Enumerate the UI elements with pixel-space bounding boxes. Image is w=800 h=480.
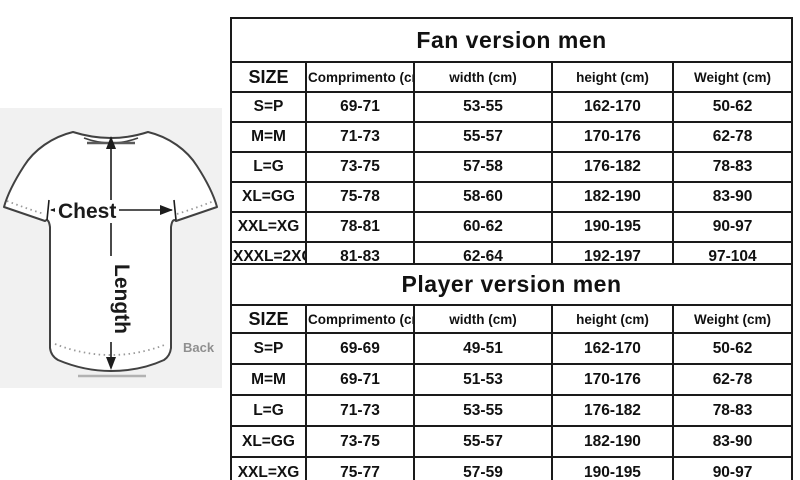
chest-arrowhead-right bbox=[160, 205, 173, 215]
value-cell: 49-51 bbox=[413, 332, 553, 365]
size-cell: XXL=XG bbox=[230, 456, 307, 480]
table-row: XL=GG 75-78 58-60 182-190 83-90 bbox=[230, 181, 794, 213]
value-cell: 83-90 bbox=[671, 181, 794, 213]
size-cell: S=P bbox=[230, 91, 307, 123]
value-cell: 78-81 bbox=[305, 211, 415, 243]
value-cell: 78-83 bbox=[671, 151, 794, 183]
table-title: Fan version men bbox=[229, 17, 794, 63]
value-cell: 73-75 bbox=[305, 151, 415, 183]
value-cell: 190-195 bbox=[551, 211, 674, 243]
chest-tick-right bbox=[173, 199, 177, 221]
table-row: M=M 69-71 51-53 170-176 62-78 bbox=[230, 363, 794, 396]
table-row: S=P 69-71 53-55 162-170 50-62 bbox=[230, 91, 794, 123]
value-cell: 190-195 bbox=[551, 456, 674, 480]
back-view-label: Back bbox=[183, 340, 215, 355]
value-cell: 58-60 bbox=[413, 181, 553, 213]
value-cell: 170-176 bbox=[551, 121, 674, 153]
size-cell: L=G bbox=[230, 394, 307, 427]
value-cell: 162-170 bbox=[551, 332, 674, 365]
length-arrowhead-top bbox=[106, 136, 116, 149]
size-cell: S=P bbox=[230, 332, 307, 365]
left-cuff-stitches bbox=[6, 200, 45, 215]
chest-tick-left bbox=[46, 199, 50, 221]
value-cell: 69-71 bbox=[305, 363, 415, 396]
value-cell: 50-62 bbox=[671, 91, 794, 123]
right-cuff-stitches bbox=[176, 200, 215, 215]
value-cell: 182-190 bbox=[551, 425, 674, 458]
table-row: M=M 71-73 55-57 170-176 62-78 bbox=[230, 121, 794, 153]
value-cell: 90-97 bbox=[671, 456, 794, 480]
value-cell: 162-170 bbox=[551, 91, 674, 123]
column-header: Comprimento (cm) bbox=[305, 304, 415, 334]
column-header: width (cm) bbox=[413, 304, 553, 334]
table-row: S=P 69-69 49-51 162-170 50-62 bbox=[230, 332, 794, 365]
value-cell: 50-62 bbox=[671, 332, 794, 365]
table-title-row: Player version men bbox=[229, 263, 794, 306]
column-header: Weight (cm) bbox=[671, 304, 794, 334]
size-cell: L=G bbox=[230, 151, 307, 183]
tshirt-diagram-panel: Chest Length Back bbox=[0, 108, 222, 388]
value-cell: 55-57 bbox=[413, 425, 553, 458]
value-cell: 69-71 bbox=[305, 91, 415, 123]
table-row: L=G 73-75 57-58 176-182 78-83 bbox=[230, 151, 794, 183]
length-arrowhead-bottom bbox=[106, 357, 116, 370]
value-cell: 176-182 bbox=[551, 151, 674, 183]
column-header: height (cm) bbox=[551, 61, 674, 93]
value-cell: 57-58 bbox=[413, 151, 553, 183]
value-cell: 73-75 bbox=[305, 425, 415, 458]
value-cell: 55-57 bbox=[413, 121, 553, 153]
value-cell: 60-62 bbox=[413, 211, 553, 243]
value-cell: 57-59 bbox=[413, 456, 553, 480]
value-cell: 53-55 bbox=[413, 91, 553, 123]
table-title-row: Fan version men bbox=[229, 17, 794, 63]
value-cell: 69-69 bbox=[305, 332, 415, 365]
value-cell: 71-73 bbox=[305, 394, 415, 427]
value-cell: 176-182 bbox=[551, 394, 674, 427]
value-cell: 90-97 bbox=[671, 211, 794, 243]
value-cell: 78-83 bbox=[671, 394, 794, 427]
value-cell: 71-73 bbox=[305, 121, 415, 153]
chest-measure-label: Chest bbox=[55, 200, 120, 223]
size-cell: M=M bbox=[230, 121, 307, 153]
column-header: SIZE bbox=[230, 61, 307, 93]
table-title: Player version men bbox=[229, 263, 794, 306]
table-row: XL=GG 73-75 55-57 182-190 83-90 bbox=[230, 425, 794, 458]
table-row: L=G 71-73 53-55 176-182 78-83 bbox=[230, 394, 794, 427]
column-header: height (cm) bbox=[551, 304, 674, 334]
value-cell: 75-78 bbox=[305, 181, 415, 213]
value-cell: 170-176 bbox=[551, 363, 674, 396]
column-header: Weight (cm) bbox=[671, 61, 794, 93]
size-cell: XL=GG bbox=[230, 425, 307, 458]
column-header: Comprimento (cm) bbox=[305, 61, 415, 93]
length-measure-label: Length bbox=[109, 256, 133, 342]
column-header: width (cm) bbox=[413, 61, 553, 93]
table-row: XXL=XG 78-81 60-62 190-195 90-97 bbox=[230, 211, 794, 243]
size-cell: XXL=XG bbox=[230, 211, 307, 243]
size-cell: XL=GG bbox=[230, 181, 307, 213]
value-cell: 83-90 bbox=[671, 425, 794, 458]
table-row: XXL=XG 75-77 57-59 190-195 90-97 bbox=[230, 456, 794, 480]
value-cell: 53-55 bbox=[413, 394, 553, 427]
value-cell: 182-190 bbox=[551, 181, 674, 213]
size-cell: M=M bbox=[230, 363, 307, 396]
value-cell: 51-53 bbox=[413, 363, 553, 396]
column-header: SIZE bbox=[230, 304, 307, 334]
value-cell: 62-78 bbox=[671, 363, 794, 396]
value-cell: 75-77 bbox=[305, 456, 415, 480]
value-cell: 62-78 bbox=[671, 121, 794, 153]
